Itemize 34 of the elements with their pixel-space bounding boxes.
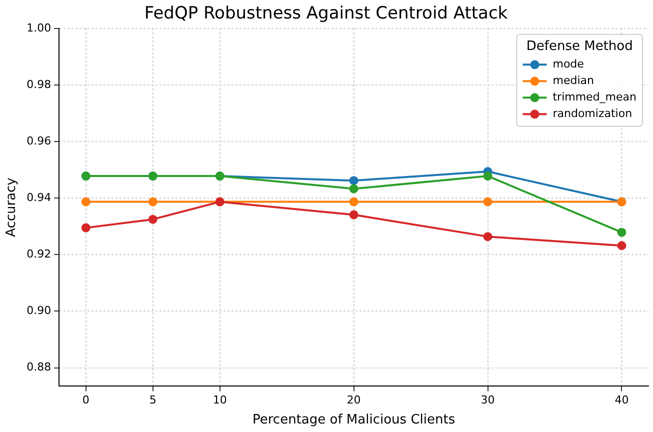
point — [617, 241, 626, 250]
x-tick-label: 10 — [212, 394, 227, 407]
legend-label: trimmed_mean — [552, 90, 637, 104]
legend-label: randomization — [552, 107, 632, 120]
y-tick-label: 0.94 — [26, 190, 52, 204]
point — [81, 197, 90, 206]
legend-label: median — [552, 74, 594, 88]
point — [148, 197, 158, 206]
point — [349, 176, 358, 186]
point — [349, 184, 358, 194]
x-tick-label: 5 — [149, 394, 156, 407]
chart-title: FedQP Robustness Against Centroid Attack — [144, 4, 508, 24]
y-tick-label: 0.98 — [26, 78, 52, 91]
y-tick-label: 0.92 — [26, 248, 52, 261]
point — [483, 197, 492, 206]
x-tick-label: 20 — [346, 394, 361, 407]
y-tick-label: 1.00 — [26, 21, 52, 34]
y-tick-label: 0.88 — [26, 360, 52, 374]
point — [349, 210, 358, 220]
point — [483, 172, 492, 181]
y-axis-title: Accuracy — [4, 177, 20, 237]
y-tick-label: 0.96 — [26, 134, 52, 148]
point — [349, 197, 358, 206]
y-tick-label: 0.90 — [26, 304, 52, 318]
point — [617, 228, 626, 237]
x-tick-label: 0 — [82, 394, 90, 407]
x-tick-label: 30 — [480, 394, 495, 407]
point — [81, 223, 90, 232]
legend-label: mode — [552, 58, 584, 71]
point — [148, 214, 158, 224]
point — [483, 232, 492, 242]
x-tick-label: 40 — [614, 394, 629, 407]
legend-title: Defense Method — [526, 38, 633, 54]
x-axis-title: Percentage of Malicious Clients — [252, 412, 456, 428]
